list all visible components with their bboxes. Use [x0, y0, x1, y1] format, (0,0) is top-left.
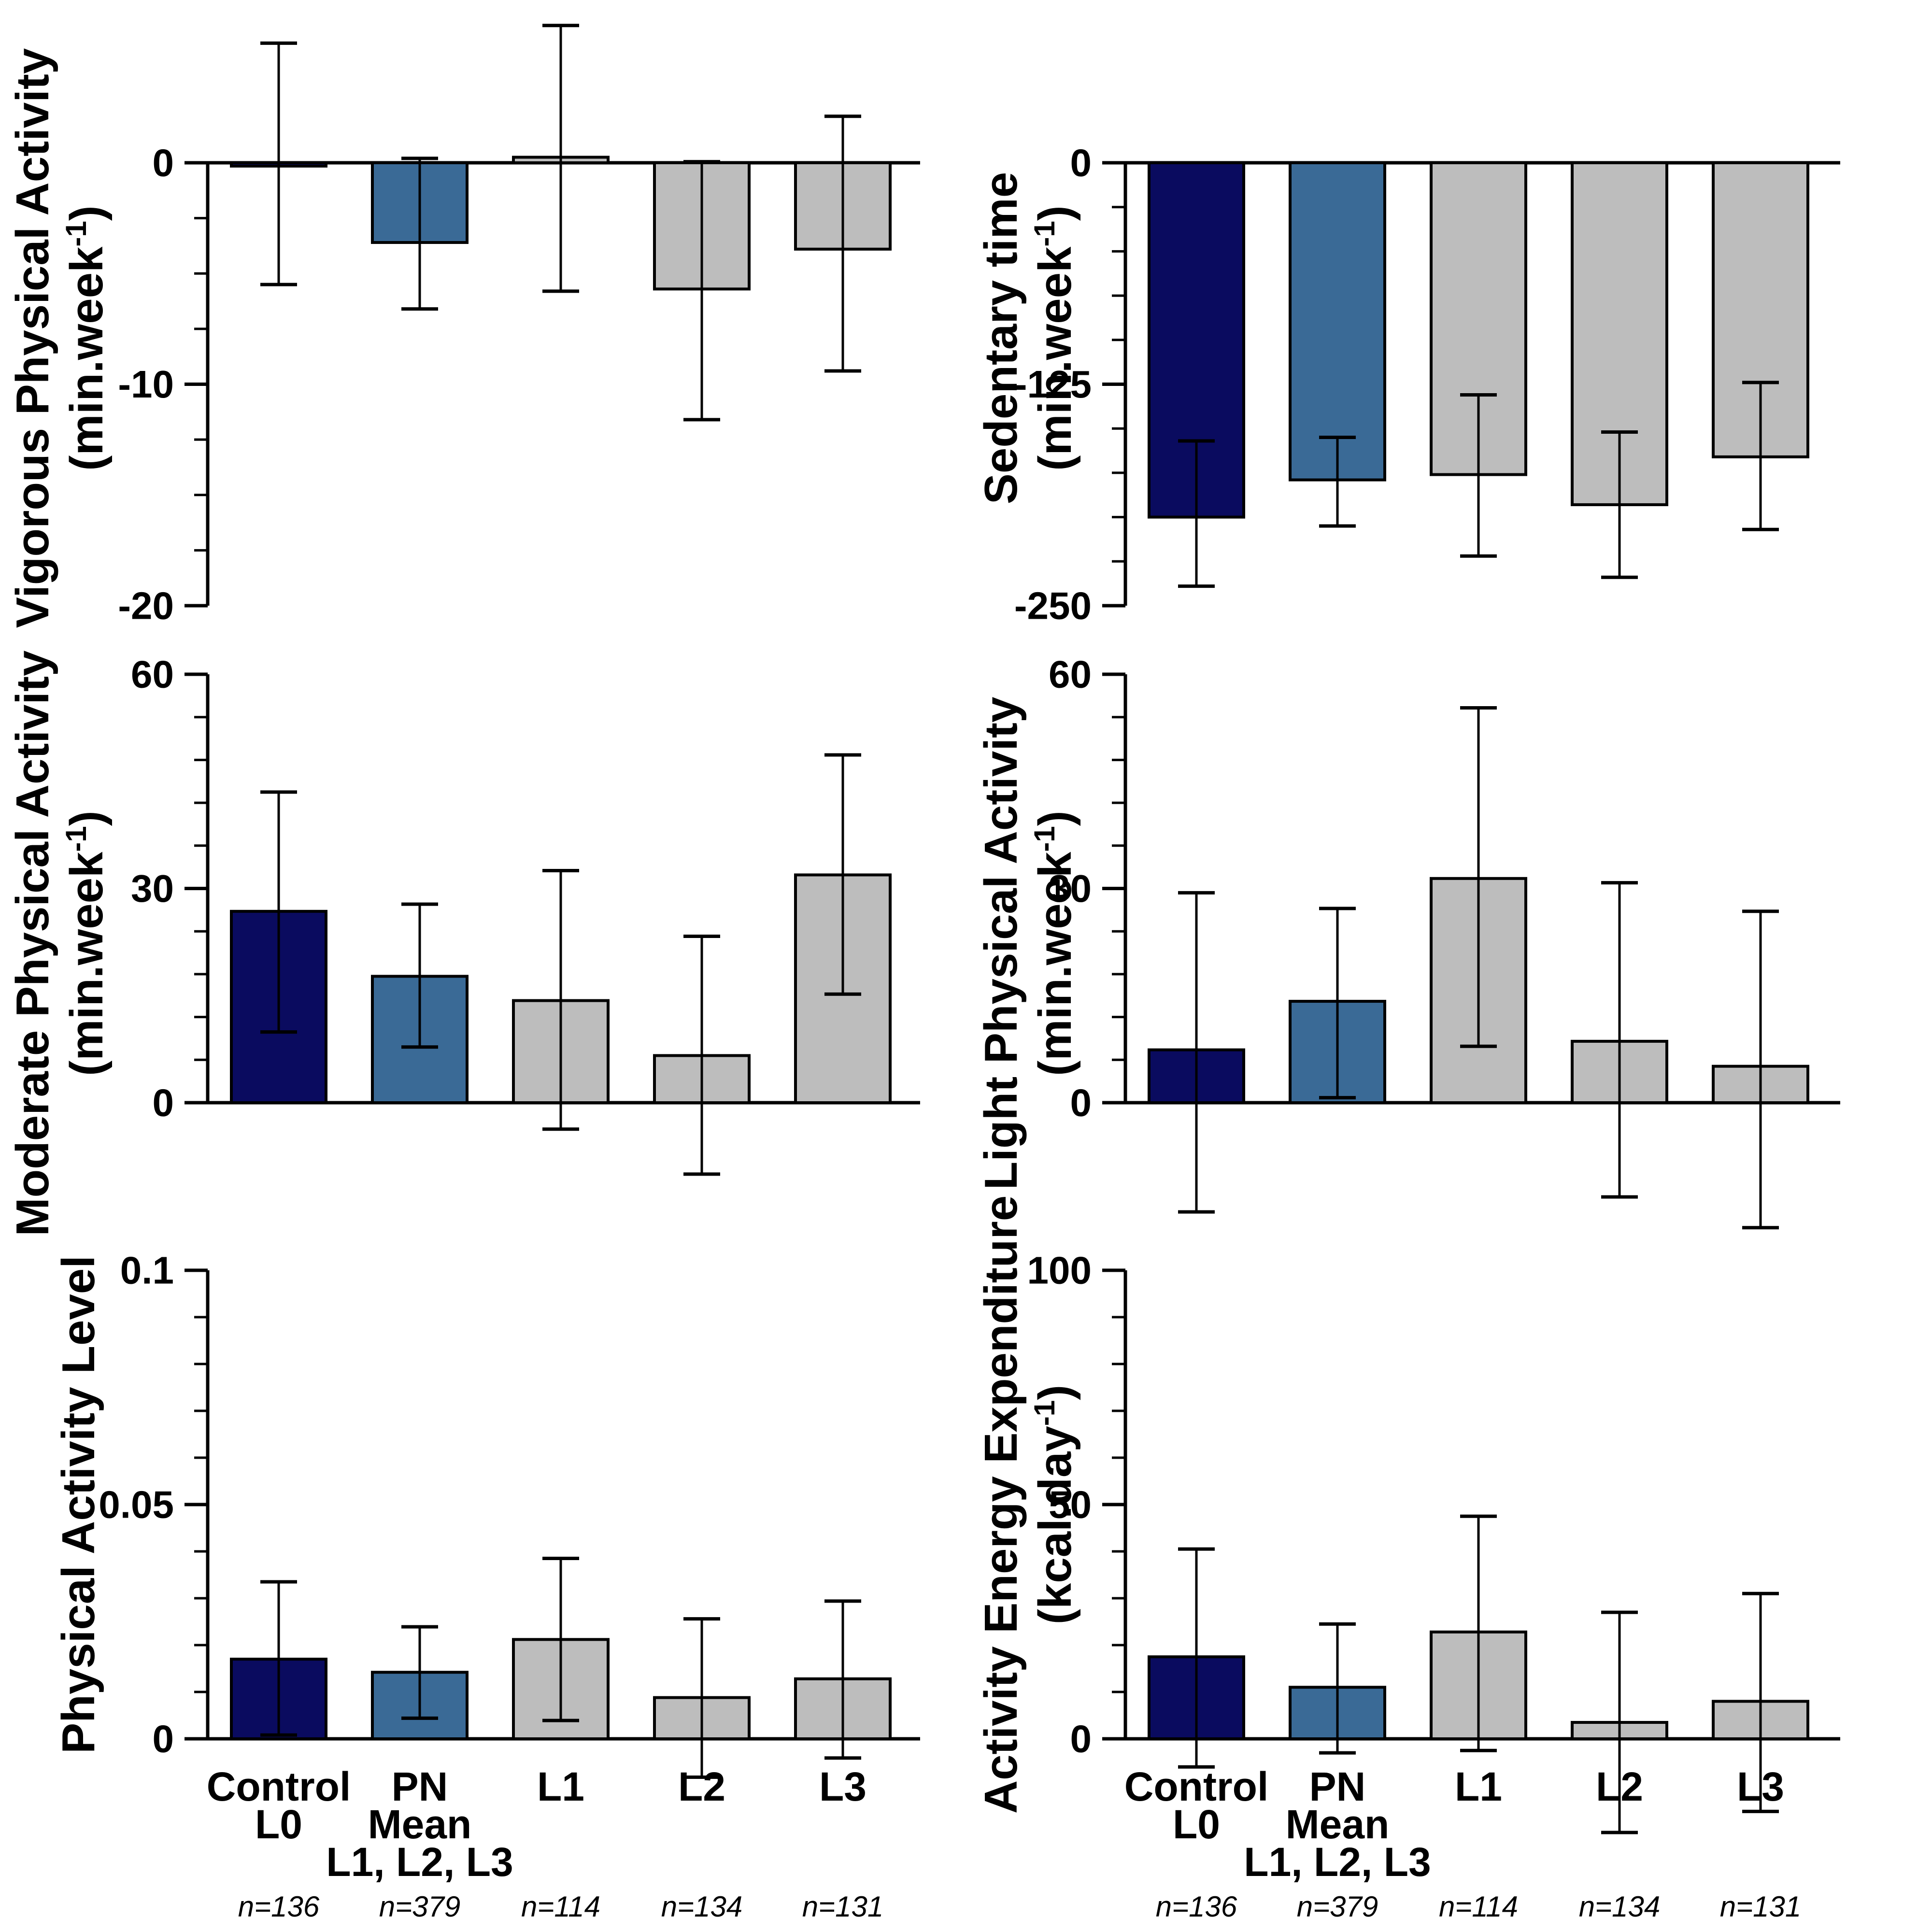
group-label: L1, L2, L3	[1244, 1839, 1431, 1885]
chart-light-physical-activity: 60 30 0 Light Physical Activity (min.week-1)	[966, 644, 1932, 1256]
group-label: L0	[1173, 1802, 1220, 1847]
chart-svg-vigorous-physical-activity: 0 -10 -20 Vigorous Physical Activity (min.we…	[7, 24, 920, 628]
unit-superscript: -1	[60, 221, 92, 246]
chart-moderate-physical-activity: 60 30 0 Moderate Physical Activity (min.week…	[0, 644, 966, 1256]
group-label: L3	[1737, 1764, 1784, 1809]
unit-text: (min.week	[61, 852, 113, 1076]
chart-svg-light-physical-activity: 60 30 0 Light Physical Activity (min.week-1)	[975, 653, 1840, 1230]
unit-superscript: -1	[1028, 221, 1061, 246]
unit-text: )	[1029, 1385, 1081, 1400]
group-label: Mean	[368, 1802, 472, 1847]
group-label: L1	[1455, 1764, 1502, 1809]
y-axis-unit: (min.week-1)	[60, 205, 113, 470]
group-label: Mean	[1286, 1802, 1390, 1847]
y-tick-label: 0	[1070, 142, 1092, 185]
chart-vigorous-physical-activity: 0 -10 -20 Vigorous Physical Activity (min.we…	[0, 0, 966, 644]
unit-superscript: -1	[60, 826, 92, 852]
group-label: Control	[1124, 1764, 1269, 1809]
n-count-label: n=136	[1156, 1890, 1237, 1923]
group-label: L2	[1596, 1764, 1643, 1809]
unit-text: (kcal.day	[1029, 1426, 1081, 1624]
y-axis-unit: (kcal.day-1)	[1028, 1385, 1081, 1624]
y-tick-label: 30	[131, 867, 174, 910]
chart-svg-sedentary-time: 0 -125 -250 Sedentary time (min.week-1)	[975, 142, 1840, 627]
y-tick-label: 0.05	[99, 1483, 174, 1526]
unit-text: (min.week	[1029, 852, 1081, 1076]
unit-text: )	[61, 810, 113, 826]
unit-text: (min.week	[1029, 246, 1081, 471]
chart-activity-energy-expenditure: 100 50 0 Activity Energy Expenditure (kcal.d…	[966, 1195, 1932, 1932]
y-axis-title: Activity Energy Expenditure	[975, 1195, 1027, 1814]
y-axis-title: Light Physical Activity	[975, 697, 1027, 1190]
n-count-label: n=136	[238, 1890, 320, 1923]
bar	[1289, 161, 1386, 482]
y-tick-label: 100	[1027, 1249, 1092, 1292]
y-tick-label: 60	[1049, 653, 1092, 696]
y-tick-label: -10	[118, 363, 174, 406]
y-axis-title: Vigorous Physical Activity	[7, 48, 58, 628]
y-axis-title: Sedentary time	[975, 172, 1027, 504]
chart-svg-physical-activity-level: 0.1 0.05 0 Physical Activity Level ControlL0…	[53, 1249, 920, 1923]
n-count-label: n=114	[1439, 1890, 1518, 1923]
n-count-label: n=379	[1297, 1890, 1378, 1923]
unit-text: )	[1029, 205, 1081, 221]
y-tick-label: 0	[153, 142, 174, 185]
chart-svg-moderate-physical-activity: 60 30 0 Moderate Physical Activity (min.week…	[7, 651, 920, 1236]
group-label: L2	[678, 1764, 725, 1809]
group-label: PN	[1309, 1764, 1366, 1809]
unit-superscript: -1	[1028, 1400, 1061, 1426]
y-tick-label: 0	[153, 1718, 174, 1761]
y-tick-label: 0	[153, 1081, 174, 1124]
chart-physical-activity-level: 0.1 0.05 0 Physical Activity Level Control L0…	[0, 1249, 966, 1932]
y-tick-label: -250	[1014, 584, 1092, 627]
group-label: PN	[392, 1764, 448, 1809]
n-count-label: n=131	[802, 1890, 884, 1923]
n-count-label: n=131	[1720, 1890, 1802, 1923]
n-count-label: n=134	[1579, 1890, 1661, 1923]
chart-svg-activity-energy-expenditure: 100 50 0 Activity Energy Expenditure (kcal.d…	[975, 1195, 1840, 1923]
y-tick-label: -20	[118, 584, 174, 627]
group-label: L1, L2, L3	[326, 1839, 513, 1885]
y-axis-title: Physical Activity Level	[53, 1255, 104, 1754]
group-label: L3	[819, 1764, 867, 1809]
y-tick-label: 0.1	[120, 1249, 174, 1292]
y-tick-label: -125	[1014, 363, 1092, 406]
y-tick-label: 0	[1070, 1718, 1092, 1761]
group-label: L0	[255, 1802, 302, 1847]
group-label: L1	[537, 1764, 584, 1809]
y-tick-label: 0	[1070, 1081, 1092, 1124]
unit-text: )	[61, 205, 113, 221]
chart-sedentary-time: 0 -125 -250 Sedentary time (min.week-1)	[966, 0, 1932, 644]
y-axis-unit: (min.week-1)	[1028, 205, 1081, 470]
n-count-label: n=114	[521, 1890, 600, 1923]
y-tick-label: 30	[1049, 867, 1092, 910]
group-label: Control	[207, 1764, 351, 1809]
y-axis-unit: (min.week-1)	[1028, 810, 1081, 1076]
unit-superscript: -1	[1028, 826, 1061, 852]
unit-text: (min.week	[61, 246, 113, 471]
y-tick-label: 50	[1049, 1483, 1092, 1526]
unit-text: )	[1029, 810, 1081, 826]
y-tick-label: 60	[131, 653, 174, 696]
n-count-label: n=379	[379, 1890, 461, 1923]
y-axis-title: Moderate Physical Activity	[7, 651, 58, 1236]
n-count-label: n=134	[661, 1890, 743, 1923]
y-axis-unit: (min.week-1)	[60, 810, 113, 1076]
